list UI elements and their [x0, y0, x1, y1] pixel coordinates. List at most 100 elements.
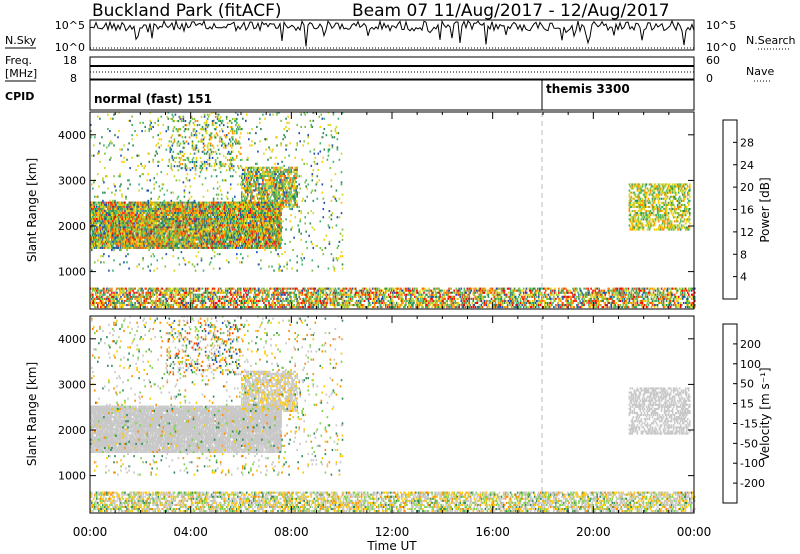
power-data-point [266, 230, 268, 233]
power-data-point [250, 207, 252, 210]
power-data-point [243, 199, 245, 202]
power-data-point [140, 240, 142, 243]
power-data-point [180, 216, 183, 219]
power-data-point [178, 207, 181, 210]
power-data-point [263, 240, 265, 243]
power-data-point [224, 230, 227, 233]
power-data-point [115, 289, 117, 292]
power-data-point [276, 183, 278, 186]
power-data-point [108, 218, 110, 221]
power-data-point [177, 232, 180, 235]
power-data-point [210, 222, 213, 225]
power-data-point [132, 209, 134, 212]
power-data-point [125, 207, 127, 210]
power-data-point [148, 240, 150, 243]
power-data-point [197, 213, 200, 216]
power-data-point [259, 216, 261, 219]
power-data-point [169, 230, 172, 233]
power-data-point [202, 238, 205, 241]
power-data-point [153, 234, 155, 237]
power-data-point [120, 306, 122, 309]
power-data-point [250, 166, 252, 169]
power-data-point [273, 201, 275, 204]
power-data-point [235, 201, 237, 204]
power-data-point [205, 228, 208, 231]
power-data-point [248, 207, 250, 210]
power-data-point [255, 201, 257, 204]
power-data-point [104, 240, 106, 243]
power-data-point [275, 238, 277, 241]
power-data-point [216, 220, 219, 223]
power-data-point [198, 218, 201, 221]
power-data-point [195, 216, 198, 219]
power-data-point [200, 234, 203, 237]
power-data-point [145, 228, 147, 231]
power-data-point [213, 222, 216, 225]
power-data-point [250, 179, 252, 182]
power-data-point [171, 224, 174, 227]
power-data-point [275, 213, 277, 216]
power-data-point [95, 242, 97, 245]
power-data-point [229, 216, 232, 219]
power-data-point [117, 244, 119, 247]
power-data-point [129, 218, 131, 221]
power-data-point [268, 209, 270, 212]
power-data-point [157, 203, 159, 206]
power-data-point [122, 224, 124, 227]
power-data-point [149, 205, 151, 208]
power-data-point [134, 224, 136, 227]
power-data-point [199, 230, 202, 233]
power-data-point [259, 172, 261, 175]
power-data-point [159, 211, 162, 214]
power-data-point [118, 226, 120, 229]
power-data-point [266, 236, 268, 239]
power-data-point [156, 224, 158, 227]
power-data-point [267, 230, 269, 233]
power-data-point [99, 299, 101, 302]
power-data-point [117, 287, 119, 290]
power-data-point [163, 220, 166, 223]
power-data-point [133, 211, 135, 214]
power-data-point [128, 205, 130, 208]
power-data-point [179, 226, 182, 229]
power-data-point [140, 224, 142, 227]
power-data-point [158, 222, 161, 225]
power-data-point [224, 238, 227, 241]
power-data-point [279, 224, 281, 227]
power-data-point [210, 205, 213, 208]
power-data-point [139, 242, 141, 245]
power-data-point [136, 222, 138, 225]
power-data-point [137, 207, 139, 210]
power-data-point [109, 240, 111, 243]
power-data-point [290, 189, 292, 192]
power-data-point [92, 213, 94, 216]
power-data-point [132, 295, 134, 298]
power-data-point [226, 238, 229, 241]
power-data-point [227, 224, 230, 227]
power-data-point [91, 238, 93, 241]
power-data-point [260, 187, 262, 190]
power-data-point [236, 224, 238, 227]
power-data-point [253, 185, 255, 188]
power-data-point [249, 189, 251, 192]
power-data-point [242, 201, 244, 204]
power-data-point [189, 222, 192, 225]
power-data-point [107, 207, 109, 210]
power-data-point [123, 222, 125, 225]
power-data-point [257, 232, 259, 235]
power-data-point [174, 234, 177, 237]
power-data-point [252, 242, 254, 245]
power-data-point [157, 238, 159, 241]
power-data-point [278, 230, 280, 233]
power-data-point [232, 232, 235, 235]
power-data-point [104, 301, 106, 304]
power-data-point [215, 242, 218, 245]
power-data-point [140, 238, 142, 241]
power-data-point [239, 205, 241, 208]
power-data-point [271, 199, 273, 202]
power-data-point [242, 199, 244, 202]
power-data-point [133, 291, 135, 294]
power-data-point [169, 209, 172, 212]
power-data-point [177, 222, 180, 225]
power-data-point [91, 222, 93, 225]
